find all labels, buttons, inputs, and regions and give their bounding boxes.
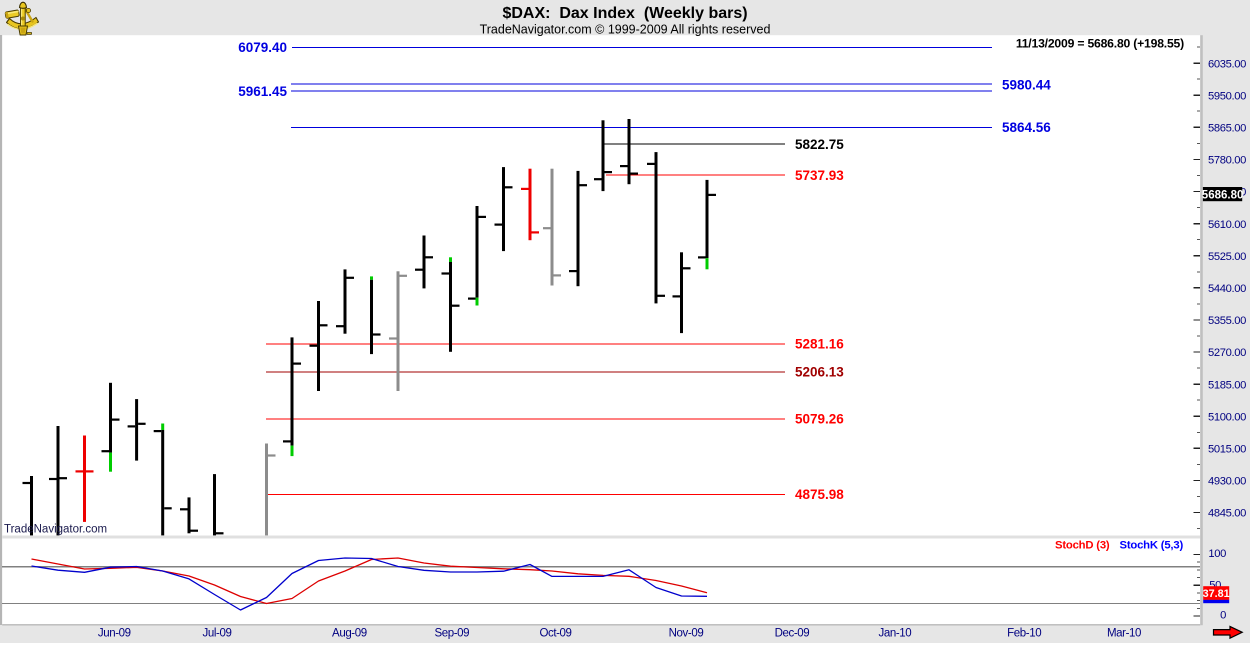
svg-text:5950.00: 5950.00 (1208, 90, 1246, 102)
svg-text:Oct-09: Oct-09 (539, 628, 571, 640)
svg-text:StochD (3): StochD (3) (1055, 539, 1110, 551)
svg-text:5079.26: 5079.26 (795, 412, 844, 427)
svg-text:StochK (5,3): StochK (5,3) (1120, 539, 1184, 551)
svg-text:Jan-10: Jan-10 (879, 628, 912, 640)
svg-text:4930.00: 4930.00 (1208, 476, 1246, 488)
svg-text:5185.00: 5185.00 (1208, 379, 1246, 391)
svg-text:5961.45: 5961.45 (238, 84, 287, 99)
svg-text:37.81: 37.81 (1203, 588, 1230, 600)
svg-text:5686.80: 5686.80 (1202, 189, 1244, 201)
svg-text:Jun-09: Jun-09 (98, 628, 131, 640)
svg-text:Dec-09: Dec-09 (775, 628, 810, 640)
svg-text:Feb-10: Feb-10 (1007, 628, 1041, 640)
svg-text:TradeNavigator.com: TradeNavigator.com (4, 524, 107, 536)
svg-text:Nov-09: Nov-09 (669, 628, 704, 640)
svg-text:5525.00: 5525.00 (1208, 251, 1246, 263)
svg-text:5281.16: 5281.16 (795, 337, 844, 352)
svg-text:5015.00: 5015.00 (1208, 444, 1246, 456)
svg-text:4875.98: 4875.98 (795, 487, 844, 502)
svg-text:5822.75: 5822.75 (795, 137, 844, 152)
svg-text:Aug-09: Aug-09 (332, 628, 367, 640)
svg-text:6079.40: 6079.40 (238, 40, 287, 55)
svg-text:Mar-10: Mar-10 (1107, 628, 1141, 640)
svg-text:5440.00: 5440.00 (1208, 283, 1246, 295)
svg-text:100: 100 (1208, 548, 1226, 560)
svg-text:5206.13: 5206.13 (795, 365, 844, 380)
svg-text:6035.00: 6035.00 (1208, 58, 1246, 70)
svg-text:Sep-09: Sep-09 (434, 628, 469, 640)
svg-text:5355.00: 5355.00 (1208, 315, 1246, 327)
svg-text:5980.44: 5980.44 (1002, 78, 1051, 93)
svg-text:5864.56: 5864.56 (1002, 120, 1051, 135)
svg-text:11/13/2009 = 5686.80 (+198.55): 11/13/2009 = 5686.80 (+198.55) (1016, 37, 1184, 51)
svg-text:4845.00: 4845.00 (1208, 508, 1246, 520)
svg-text:5737.93: 5737.93 (795, 168, 844, 183)
svg-text:5100.00: 5100.00 (1208, 411, 1246, 423)
svg-text:TradeNavigator.com © 1999-2009: TradeNavigator.com © 1999-2009 All right… (480, 23, 771, 37)
svg-text:5270.00: 5270.00 (1208, 347, 1246, 359)
svg-text:5780.00: 5780.00 (1208, 155, 1246, 167)
svg-text:Jul-09: Jul-09 (203, 628, 232, 640)
svg-text:5610.00: 5610.00 (1208, 219, 1246, 231)
svg-text:$DAX: Dax Index (Weekly bars: $DAX: Dax Index (Weekly bars) (502, 5, 747, 22)
svg-text:0: 0 (1220, 610, 1226, 622)
svg-text:5865.00: 5865.00 (1208, 123, 1246, 135)
